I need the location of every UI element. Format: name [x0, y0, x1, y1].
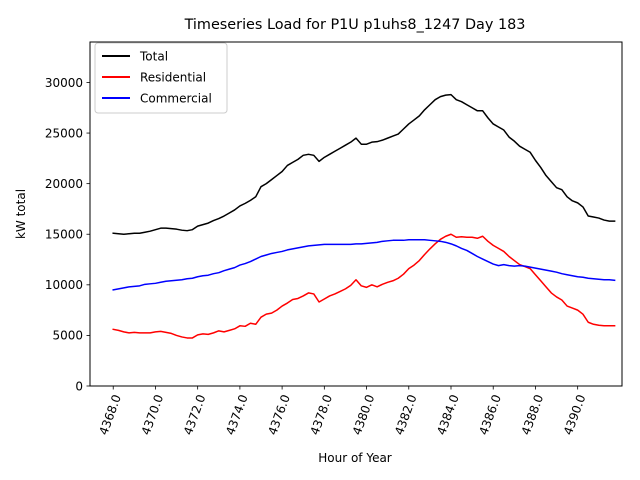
y-tick-label: 0 — [75, 379, 83, 393]
legend-label-commercial: Commercial — [140, 91, 212, 105]
x-axis-label: Hour of Year — [318, 451, 392, 465]
chart-title: Timeseries Load for P1U p1uhs8_1247 Day … — [184, 17, 526, 33]
legend-label-residential: Residential — [140, 70, 206, 84]
series-line-residential — [112, 233, 616, 339]
y-tick-label: 10000 — [45, 278, 83, 292]
series-line-commercial — [112, 239, 616, 291]
legend: Total Residential Commercial — [94, 42, 228, 114]
y-tick-label: 20000 — [45, 177, 83, 191]
y-tick-label: 30000 — [45, 76, 83, 90]
series-layer — [112, 93, 616, 339]
legend-box — [94, 42, 228, 114]
y-tick-label: 5000 — [52, 329, 83, 343]
y-axis-label: kW total — [14, 189, 28, 239]
y-tick-label: 25000 — [45, 126, 83, 140]
legend-label-total: Total — [139, 49, 168, 63]
series-line-total — [112, 93, 616, 235]
plot-frame — [89, 41, 623, 387]
y-tick-label: 15000 — [45, 228, 83, 242]
y-axis: 0 5000 10000 15000 20000 25000 30000 — [45, 76, 90, 393]
